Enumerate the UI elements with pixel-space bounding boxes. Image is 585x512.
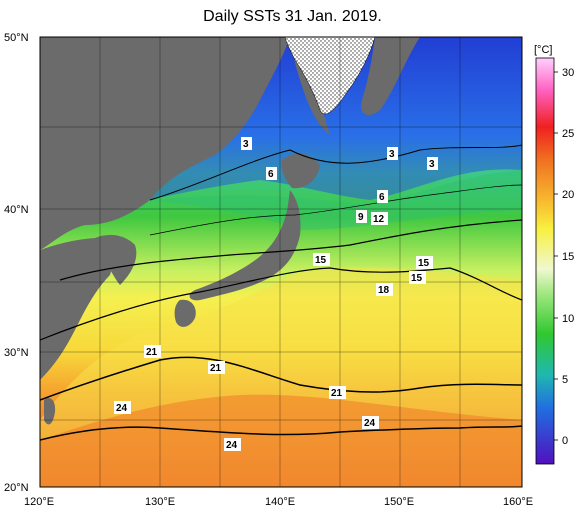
- contour-label: 6: [377, 190, 388, 203]
- contour-label: 18: [376, 283, 393, 296]
- colorbar-tick: 25: [562, 128, 574, 140]
- contour-label: 15: [409, 271, 426, 284]
- contour-label: 24: [114, 401, 131, 414]
- svg-text:3: 3: [429, 159, 435, 170]
- contour-label: 24: [362, 416, 379, 429]
- sea-ice: [284, 37, 376, 115]
- colorbar-tick: 30: [562, 67, 574, 79]
- colorbar-tick: 15: [562, 251, 574, 263]
- svg-text:21: 21: [331, 388, 343, 399]
- svg-text:21: 21: [146, 347, 158, 358]
- contour-label: 3: [241, 137, 252, 150]
- contour-label: 3: [387, 147, 398, 160]
- contour-label: 21: [208, 361, 225, 374]
- lon-label-130e: 130°E: [145, 496, 175, 508]
- lat-label-40n: 40°N: [4, 204, 29, 216]
- svg-text:24: 24: [226, 440, 238, 451]
- contour-labels: 3 3 3 6 6 9 12 15 15 15 18 21 21 21 24 2…: [114, 137, 438, 451]
- svg-text:12: 12: [373, 214, 385, 225]
- svg-text:6: 6: [379, 192, 385, 203]
- svg-text:24: 24: [364, 418, 376, 429]
- contour-label: 6: [266, 167, 277, 180]
- latitude-labels: 50°N 40°N 30°N 20°N: [4, 32, 29, 494]
- contour-label: 24: [224, 438, 241, 451]
- contour-label: 15: [313, 253, 330, 266]
- lon-label-120e: 120°E: [24, 496, 54, 508]
- contour-label: 12: [371, 212, 388, 225]
- svg-text:21: 21: [210, 363, 222, 374]
- longitude-labels: 120°E 130°E 140°E 150°E 160°E: [24, 496, 533, 508]
- svg-text:9: 9: [358, 212, 364, 223]
- svg-text:15: 15: [418, 258, 430, 269]
- svg-text:6: 6: [268, 169, 274, 180]
- colorbar-tick: 20: [562, 189, 574, 201]
- svg-text:3: 3: [389, 149, 395, 160]
- contour-label: 15: [416, 256, 433, 269]
- colorbar-tick: 10: [562, 313, 574, 325]
- contour-label: 9: [356, 210, 367, 223]
- colorbar-tick: 5: [562, 374, 568, 386]
- contour-label: 21: [144, 345, 161, 358]
- svg-text:15: 15: [315, 255, 327, 266]
- contour-label: 21: [329, 386, 346, 399]
- lon-label-140e: 140°E: [265, 496, 295, 508]
- colorbar-unit: [°C]: [534, 44, 552, 56]
- svg-text:3: 3: [243, 139, 249, 150]
- lat-label-30n: 30°N: [4, 347, 29, 359]
- map-title: Daily SSTs 31 Jan. 2019.: [203, 8, 382, 25]
- isotherms: [40, 144, 522, 441]
- lat-label-50n: 50°N: [4, 32, 29, 44]
- svg-text:15: 15: [411, 273, 423, 284]
- colorbar-tick: 0: [562, 435, 568, 447]
- lat-label-20n: 20°N: [4, 482, 29, 494]
- lon-label-160e: 160°E: [503, 496, 533, 508]
- map-frame: [39, 36, 523, 488]
- svg-text:18: 18: [378, 285, 390, 296]
- contour-label: 3: [427, 157, 438, 170]
- lon-label-150e: 150°E: [384, 496, 414, 508]
- svg-text:24: 24: [116, 403, 128, 414]
- colorbar: [°C] 30 25 20 15 10 5 0: [534, 44, 574, 465]
